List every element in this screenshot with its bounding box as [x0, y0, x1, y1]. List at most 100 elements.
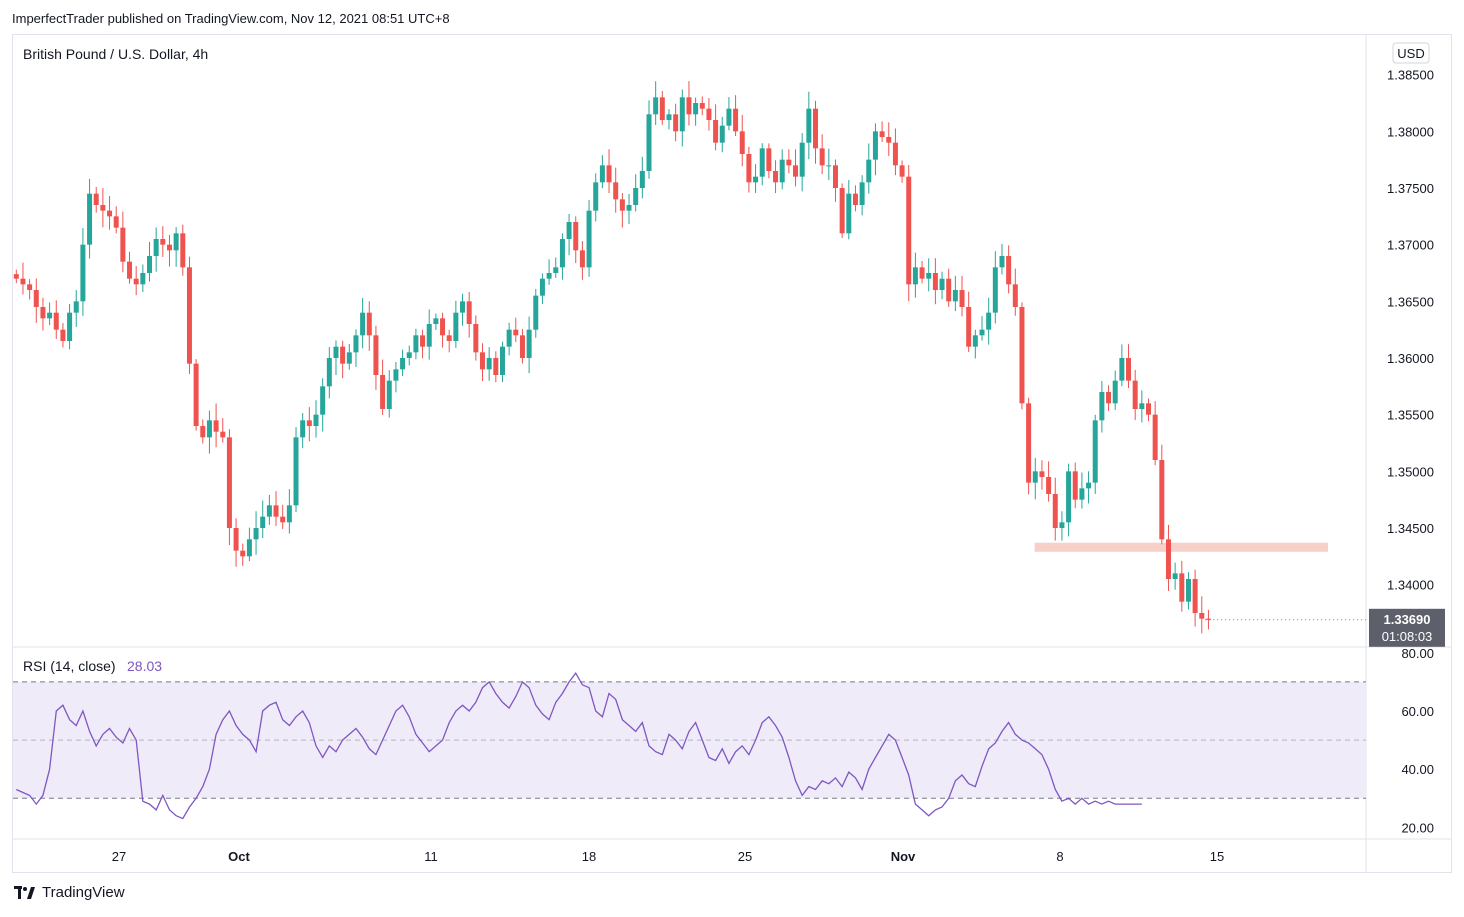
rsi-tick-label: 20.00 [1401, 820, 1434, 835]
candle-body [939, 278, 945, 290]
candle-body [566, 222, 572, 239]
candle-body [47, 312, 53, 319]
currency-label: USD [1397, 46, 1424, 61]
candle-body [659, 97, 665, 120]
candle-body [899, 165, 905, 177]
candle-body [599, 165, 605, 183]
price-tick-label: 1.36000 [1387, 351, 1434, 366]
price-axis[interactable]: 1.38500 1.38000 1.37500 1.37000 1.36500 1.360… [1387, 68, 1434, 593]
candle-body [959, 290, 965, 307]
candle-body [366, 312, 372, 336]
candle-body [373, 335, 379, 375]
candle-body [27, 284, 33, 290]
rsi-last-value: 28.03 [127, 658, 162, 674]
candle-body [966, 307, 972, 347]
candle-body [813, 108, 818, 149]
candle-body [253, 528, 259, 540]
price-tick-label: 1.37000 [1387, 238, 1434, 253]
candle-body [473, 324, 479, 353]
candle-body [579, 250, 585, 268]
candle-body [113, 216, 119, 228]
candle-body [892, 142, 898, 166]
candle-body [1072, 471, 1078, 500]
chart-container[interactable]: 1.38500 1.38000 1.37500 1.37000 1.36500 1.360… [12, 34, 1452, 873]
chart-canvas[interactable]: 1.38500 1.38000 1.37500 1.37000 1.36500 1.360… [13, 35, 1451, 872]
rsi-band-layer [13, 681, 1366, 799]
candle-body [586, 210, 592, 268]
candle-body [453, 312, 459, 341]
time-tick-label: 18 [582, 849, 596, 864]
price-tick-label: 1.34500 [1387, 521, 1434, 536]
candle-body [919, 267, 925, 279]
candle-body [1179, 573, 1185, 602]
candle-body [1152, 414, 1158, 460]
candle-body [406, 352, 412, 358]
candle-body [786, 159, 792, 166]
candle-body [260, 516, 266, 528]
candle-body [480, 352, 485, 370]
candle-body [946, 278, 952, 302]
candle-body [1019, 307, 1025, 404]
support-zone [1034, 542, 1328, 552]
candle-body [1146, 403, 1151, 415]
price-tick-label: 1.38000 [1387, 124, 1434, 139]
candle-body [739, 131, 745, 154]
candle-body [460, 301, 466, 313]
rsi-tick-label: 80.00 [1401, 646, 1434, 661]
candle-body [766, 148, 772, 171]
candle-body [1039, 471, 1045, 477]
candle-body [87, 193, 93, 245]
candle-body [1139, 403, 1145, 409]
candle-body [266, 505, 272, 517]
candle-body [426, 324, 432, 347]
candle-body [773, 171, 779, 183]
candle-body [147, 256, 152, 273]
last-price-value: 1.33690 [1384, 612, 1431, 627]
candle-body [186, 267, 192, 364]
candle-body [1126, 358, 1132, 381]
price-tick-label: 1.38500 [1387, 68, 1434, 83]
candle-body [533, 295, 539, 330]
last-price-label: 1.33690 01:08:03 [1369, 608, 1445, 647]
candle-body [306, 420, 312, 426]
candle-body [166, 244, 172, 251]
candle-body [1159, 460, 1165, 540]
candle-body [606, 165, 612, 183]
currency-badge[interactable] [1392, 42, 1430, 64]
candle-body [340, 346, 346, 364]
candle-body [313, 414, 319, 426]
candle-body [140, 273, 146, 285]
candle-body [539, 278, 545, 296]
price-tick-label: 1.36500 [1387, 294, 1434, 309]
candle-body [1106, 392, 1112, 404]
candle-body [819, 148, 825, 166]
candle-body [1132, 380, 1138, 409]
candle-body [286, 505, 292, 523]
candle-body [133, 278, 139, 285]
candle-body [1185, 579, 1191, 602]
candle-body [1205, 618, 1211, 620]
candle-body [33, 290, 39, 307]
candle-body [293, 437, 299, 506]
time-axis[interactable]: 27 Oct 11 18 25 Nov 8 15 [112, 849, 1224, 864]
candle-body [753, 176, 759, 183]
tradingview-logo[interactable]: TradingView [14, 884, 125, 901]
candle-body [879, 131, 885, 137]
candle-body [646, 114, 652, 171]
candle-body [320, 386, 326, 415]
candle-body [746, 154, 752, 183]
candle-body [246, 539, 252, 557]
candle-body [333, 346, 339, 358]
candle-body [300, 420, 306, 438]
candle-body [466, 301, 472, 324]
candle-body [986, 312, 992, 330]
candle-body [653, 97, 659, 115]
candle-body [999, 256, 1005, 268]
rsi-axis[interactable]: 80.00 60.00 40.00 20.00 [1401, 646, 1434, 836]
candle-body [499, 346, 505, 375]
tradingview-logo-icon [14, 885, 35, 899]
rsi-tick-label: 40.00 [1401, 762, 1434, 777]
candle-body [726, 108, 732, 126]
candle-body [793, 165, 799, 177]
candle-body [859, 182, 865, 205]
